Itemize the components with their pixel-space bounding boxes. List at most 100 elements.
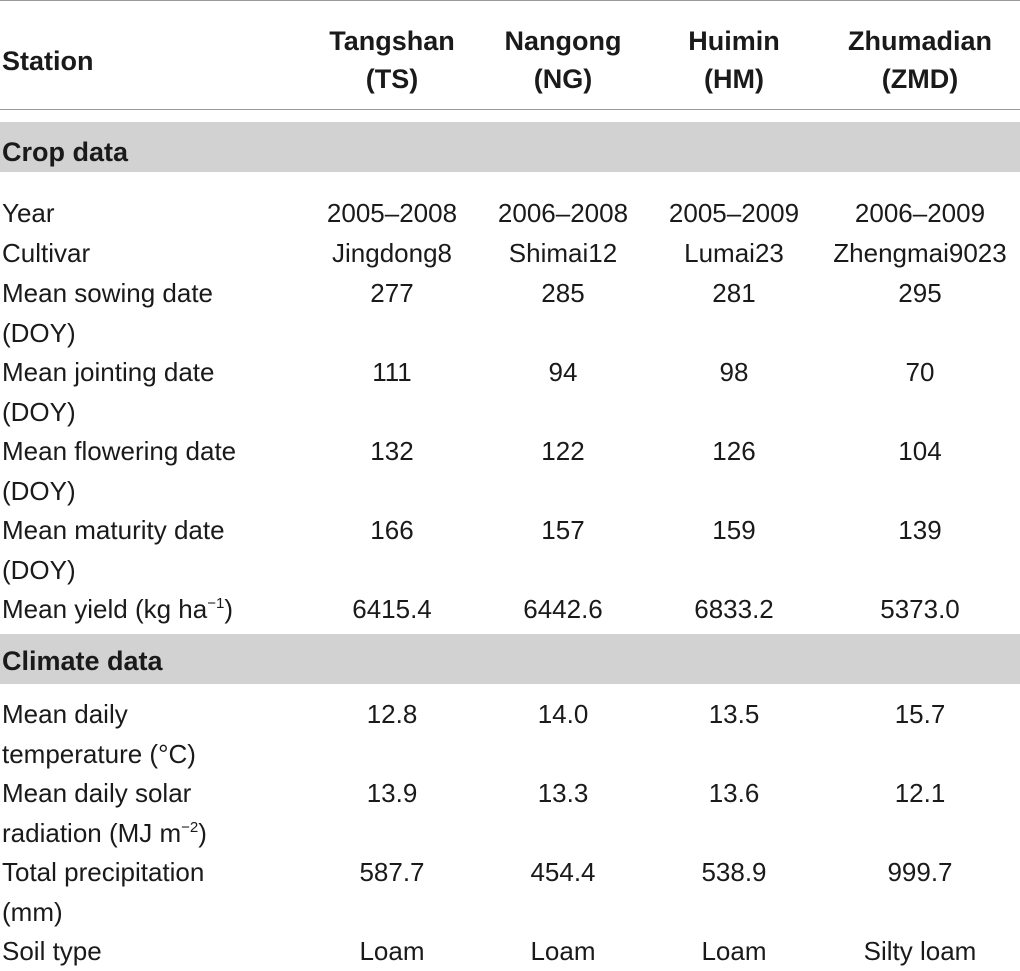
cell-hm: 538.9: [701, 857, 767, 887]
cell-zmd: 15.7: [894, 699, 946, 729]
cell-ts: 277: [370, 278, 414, 308]
cell-hm: Lumai23: [684, 238, 784, 268]
cell-ts: 111: [372, 357, 412, 387]
table-row-solar-radiation: Mean daily solar radiation (MJ m−2) 13.9…: [0, 773, 1020, 853]
cell-zmd: 104: [898, 436, 942, 466]
unit-exponent: −2: [181, 819, 199, 836]
column-header-name: Huimin: [688, 26, 780, 56]
cell-hm: 126: [712, 436, 756, 466]
cell-ts: 6415.4: [352, 594, 432, 624]
column-header-huimin: Huimin (HM): [648, 22, 820, 98]
row-label-line: Mean flowering date: [2, 436, 237, 466]
cell-ng: 13.3: [537, 778, 589, 808]
cell-ts: 166: [370, 515, 414, 545]
header-bottom-rule: [0, 109, 1020, 110]
cell-ng: 14.0: [537, 699, 589, 729]
cell-ng: 122: [541, 436, 585, 466]
row-label: Mean daily temperature (°C): [2, 694, 196, 774]
row-label: Mean maturity date (DOY): [2, 510, 225, 590]
unit-exponent: −1: [207, 595, 225, 612]
row-label-text: ): [224, 594, 234, 624]
cell-ng: 94: [548, 357, 578, 387]
row-label-line: (DOY): [2, 397, 76, 427]
cell-ts: Loam: [359, 936, 425, 966]
table-row-flowering-date: Mean flowering date (DOY) 132 122 126 10…: [0, 431, 1020, 511]
station-header: Station: [2, 46, 94, 76]
cell-ts: 12.8: [366, 699, 418, 729]
column-header-name: Zhumadian: [847, 26, 992, 56]
column-header-code: (NG): [533, 64, 593, 94]
row-label-line: (DOY): [2, 476, 76, 506]
cell-ng: 285: [541, 278, 585, 308]
cell-ng: 2006–2008: [497, 198, 629, 228]
cell-hm: 98: [719, 357, 749, 387]
row-label: Mean sowing date (DOY): [2, 273, 213, 353]
cell-zmd: 2006–2009: [854, 198, 986, 228]
cell-hm: 281: [712, 278, 756, 308]
cell-zmd: 5373.0: [880, 594, 960, 624]
section-title-crop: Crop data: [2, 137, 129, 167]
row-label: Total precipitation (mm): [2, 852, 204, 932]
row-label-line: Mean daily solar: [2, 778, 192, 808]
row-label-line: (mm): [2, 897, 63, 927]
column-header-name: Nangong: [504, 26, 622, 56]
cell-zmd: Zhengmai9023: [833, 238, 1007, 268]
row-label: Mean flowering date (DOY): [2, 431, 236, 511]
cell-zmd: 12.1: [894, 778, 946, 808]
cell-zmd: 70: [905, 357, 935, 387]
cell-ts: Jingdong8: [332, 238, 452, 268]
row-label-line: temperature (°C): [2, 739, 196, 769]
table-row-precipitation: Total precipitation (mm) 587.7 454.4 538…: [0, 852, 1020, 932]
cell-ng: Loam: [530, 936, 596, 966]
cell-ng: 454.4: [530, 857, 596, 887]
section-title-climate: Climate data: [2, 646, 163, 676]
row-label: Year: [2, 198, 55, 228]
table-row-jointing-date: Mean jointing date (DOY) 111 94 98 70: [0, 352, 1020, 432]
row-label-line: (DOY): [2, 318, 76, 348]
cell-ts: 13.9: [366, 778, 418, 808]
cell-zmd: 295: [898, 278, 942, 308]
row-label-line: (DOY): [2, 555, 76, 585]
row-label-line: radiation (MJ m−2): [2, 813, 207, 853]
row-label: Cultivar: [2, 238, 91, 268]
table-row-sowing-date: Mean sowing date (DOY) 277 285 281 295: [0, 273, 1020, 353]
cell-hm: Loam: [701, 936, 767, 966]
table-row-temperature: Mean daily temperature (°C) 12.8 14.0 13…: [0, 694, 1020, 774]
table-row-maturity-date: Mean maturity date (DOY) 166 157 159 139: [0, 510, 1020, 590]
row-label: Mean jointing date (DOY): [2, 352, 214, 432]
cell-ts: 132: [370, 436, 414, 466]
cell-zmd: Silty loam: [863, 936, 977, 966]
cell-hm: 2005–2009: [668, 198, 800, 228]
cell-hm: 159: [712, 515, 756, 545]
section-band-crop: Crop data: [0, 122, 1020, 172]
row-label-line: Total precipitation: [2, 857, 205, 887]
column-header-nangong: Nangong (NG): [478, 22, 648, 98]
column-header-zhumadian: Zhumadian (ZMD): [820, 22, 1020, 98]
column-header-tangshan: Tangshan (TS): [306, 22, 478, 98]
column-header-code: (TS): [365, 64, 419, 94]
row-label-line: Mean maturity date: [2, 515, 225, 545]
cell-ts: 587.7: [359, 857, 425, 887]
row-label: Soil type: [2, 936, 102, 966]
column-header-code: (ZMD): [881, 64, 959, 94]
column-header-code: (HM): [704, 64, 764, 94]
row-label-line: Mean jointing date: [2, 357, 215, 387]
cell-zmd: 139: [898, 515, 942, 545]
cell-ng: Shimai12: [508, 238, 618, 268]
cell-ts: 2005–2008: [326, 198, 458, 228]
row-label-text: Mean yield (kg ha: [2, 594, 208, 624]
section-band-climate: Climate data: [0, 634, 1020, 684]
cell-hm: 13.6: [708, 778, 760, 808]
table-top-rule: [0, 0, 1020, 1]
column-header-name: Tangshan: [329, 26, 455, 56]
cell-hm: 6833.2: [694, 594, 774, 624]
cell-ng: 157: [541, 515, 585, 545]
row-label-text: radiation (MJ m: [2, 818, 182, 848]
row-label-text: ): [198, 818, 207, 848]
cell-hm: 13.5: [708, 699, 760, 729]
row-label: Mean daily solar radiation (MJ m−2): [2, 773, 207, 853]
cell-ng: 6442.6: [523, 594, 603, 624]
row-label-line: Mean daily: [2, 699, 128, 729]
row-label-line: Mean sowing date: [2, 278, 214, 308]
row-label: Mean yield (kg ha−1): [2, 589, 233, 629]
